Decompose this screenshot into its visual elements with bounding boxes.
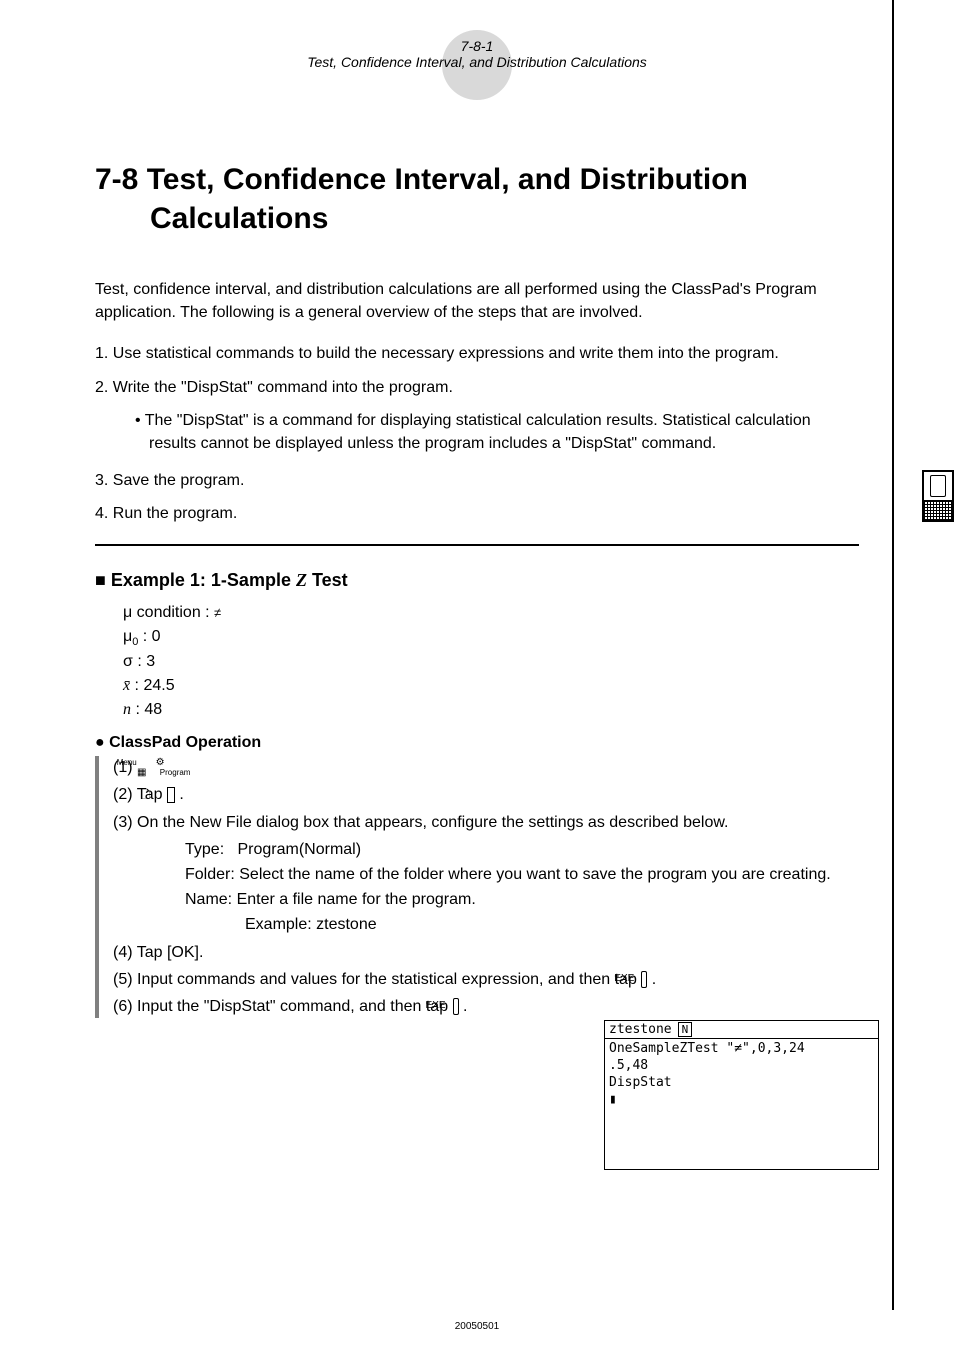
main-step-2-bullet: • The "DispStat" is a command for displa… — [135, 409, 859, 455]
op-step-4: (4) Tap [OK]. — [113, 941, 879, 964]
param-mu0-val: : 0 — [138, 628, 160, 645]
main-step-4: 4. Run the program. — [95, 502, 859, 525]
op-step-3: (3) On the New File dialog box that appe… — [113, 811, 879, 834]
param-mu-cond-val: ≠ — [214, 605, 221, 620]
screenshot-line-2: .5,48 — [609, 1058, 874, 1075]
screenshot-line-3: DispStat — [609, 1075, 874, 1092]
main-step-1: 1. Use statistical commands to build the… — [95, 342, 859, 365]
page-content: 7-8-1 Test, Confidence Interval, and Dis… — [0, 0, 954, 1018]
calculator-screenshot: ztestone N OneSampleZTest "≠",0,3,24 .5,… — [604, 1020, 879, 1170]
footer-code: 20050501 — [0, 1321, 954, 1332]
menu-icon: Menu▦ — [137, 758, 146, 778]
op-step-6a: (6) Input the "DispStat" command, and th… — [113, 998, 453, 1015]
op-step-5c: . — [647, 971, 656, 988]
op-step-1: (1) Menu▦ ⚙Program — [113, 756, 879, 779]
op-step-5a: (5) Input commands and values for the st… — [113, 971, 641, 988]
page-header: 7-8-1 Test, Confidence Interval, and Dis… — [75, 30, 879, 90]
param-mu0-sym: μ — [123, 628, 132, 645]
op-step-2c: . — [175, 786, 184, 803]
screenshot-flag: N — [678, 1022, 693, 1037]
op-step-2: (2) Tap 🗋 . — [113, 783, 879, 806]
operation-heading: ● ClassPad Operation — [95, 734, 859, 752]
new-file-icon: 🗋 — [167, 787, 175, 803]
screenshot-titlebar: ztestone N — [605, 1021, 878, 1039]
intro-paragraph: Test, confidence interval, and distribut… — [95, 278, 859, 324]
main-step-3: 3. Save the program. — [95, 469, 859, 492]
header-subtitle: Test, Confidence Interval, and Distribut… — [75, 54, 879, 70]
screenshot-filename: ztestone — [609, 1022, 672, 1037]
section-divider — [95, 544, 859, 546]
op-step-6: (6) Input the "DispStat" command, and th… — [113, 995, 573, 1018]
param-xbar-val: : 24.5 — [130, 677, 174, 694]
screenshot-body: OneSampleZTest "≠",0,3,24 .5,48 DispStat… — [605, 1039, 878, 1169]
section-title-text: Test, Confidence Interval, and Distribut… — [147, 163, 748, 235]
operation-steps: (1) Menu▦ ⚙Program (2) Tap 🗋 . (3) On th… — [95, 756, 879, 1018]
example-prefix: ■ Example 1: 1-Sample — [95, 570, 296, 590]
section-number: 7-8 — [95, 163, 138, 196]
example-var: Z — [296, 570, 307, 590]
program-icon: ⚙Program — [160, 758, 191, 778]
screenshot-line-1: OneSampleZTest "≠",0,3,24 — [609, 1041, 874, 1058]
op-step-3-name: Name: Enter a file name for the program. — [185, 888, 879, 911]
op-step-5: (5) Input commands and values for the st… — [113, 968, 879, 991]
param-n-sym: n — [123, 701, 131, 718]
op-step-2a: (2) Tap — [113, 786, 167, 803]
param-sigma: σ : 3 — [123, 650, 879, 674]
header-page-ref: 7-8-1 — [75, 38, 879, 54]
param-mu-cond-label: μ condition : — [123, 604, 214, 621]
op-step-6c: . — [459, 998, 468, 1015]
example-parameters: μ condition : ≠ μ0 : 0 σ : 3 x̄ : 24.5 n… — [123, 601, 879, 723]
op-step-3-type: Type: Program(Normal) — [185, 838, 879, 861]
section-title: 7-8 Test, Confidence Interval, and Distr… — [130, 160, 879, 238]
screenshot-cursor: ▮ — [609, 1092, 874, 1109]
main-step-2: 2. Write the "DispStat" command into the… — [95, 376, 859, 399]
op-step-3-name-ex: Example: ztestone — [245, 913, 879, 936]
op-step-3-folder: Folder: Select the name of the folder wh… — [185, 863, 879, 886]
example-suffix: Test — [307, 570, 348, 590]
example-heading: ■ Example 1: 1-Sample Z Test — [95, 570, 859, 591]
param-n-val: : 48 — [131, 701, 162, 718]
